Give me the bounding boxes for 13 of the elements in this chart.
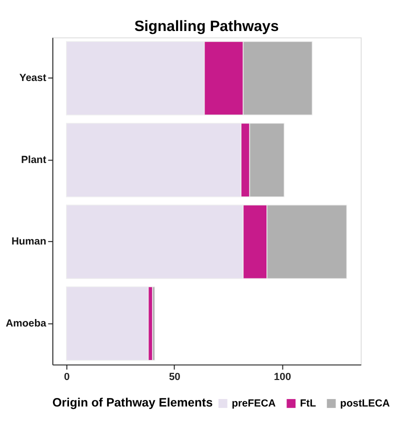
chart-title: Signalling Pathways [134,18,279,35]
y-tick-label: Plant [21,154,47,166]
legend-label: preFECA [232,398,276,410]
bar [66,286,149,361]
y-tick-label: Human [11,236,46,248]
x-tick-label: 0 [64,372,70,383]
y-tick-label: Yeast [19,73,47,84]
x-tick-label: 100 [274,372,292,383]
x-tick-label: 50 [168,372,181,383]
legend-title: Origin of Pathway Elements [52,396,213,410]
y-tick-label: Amoeba [6,318,47,330]
legend-label: FtL [300,398,316,410]
legend-label: postLECA [340,398,390,410]
